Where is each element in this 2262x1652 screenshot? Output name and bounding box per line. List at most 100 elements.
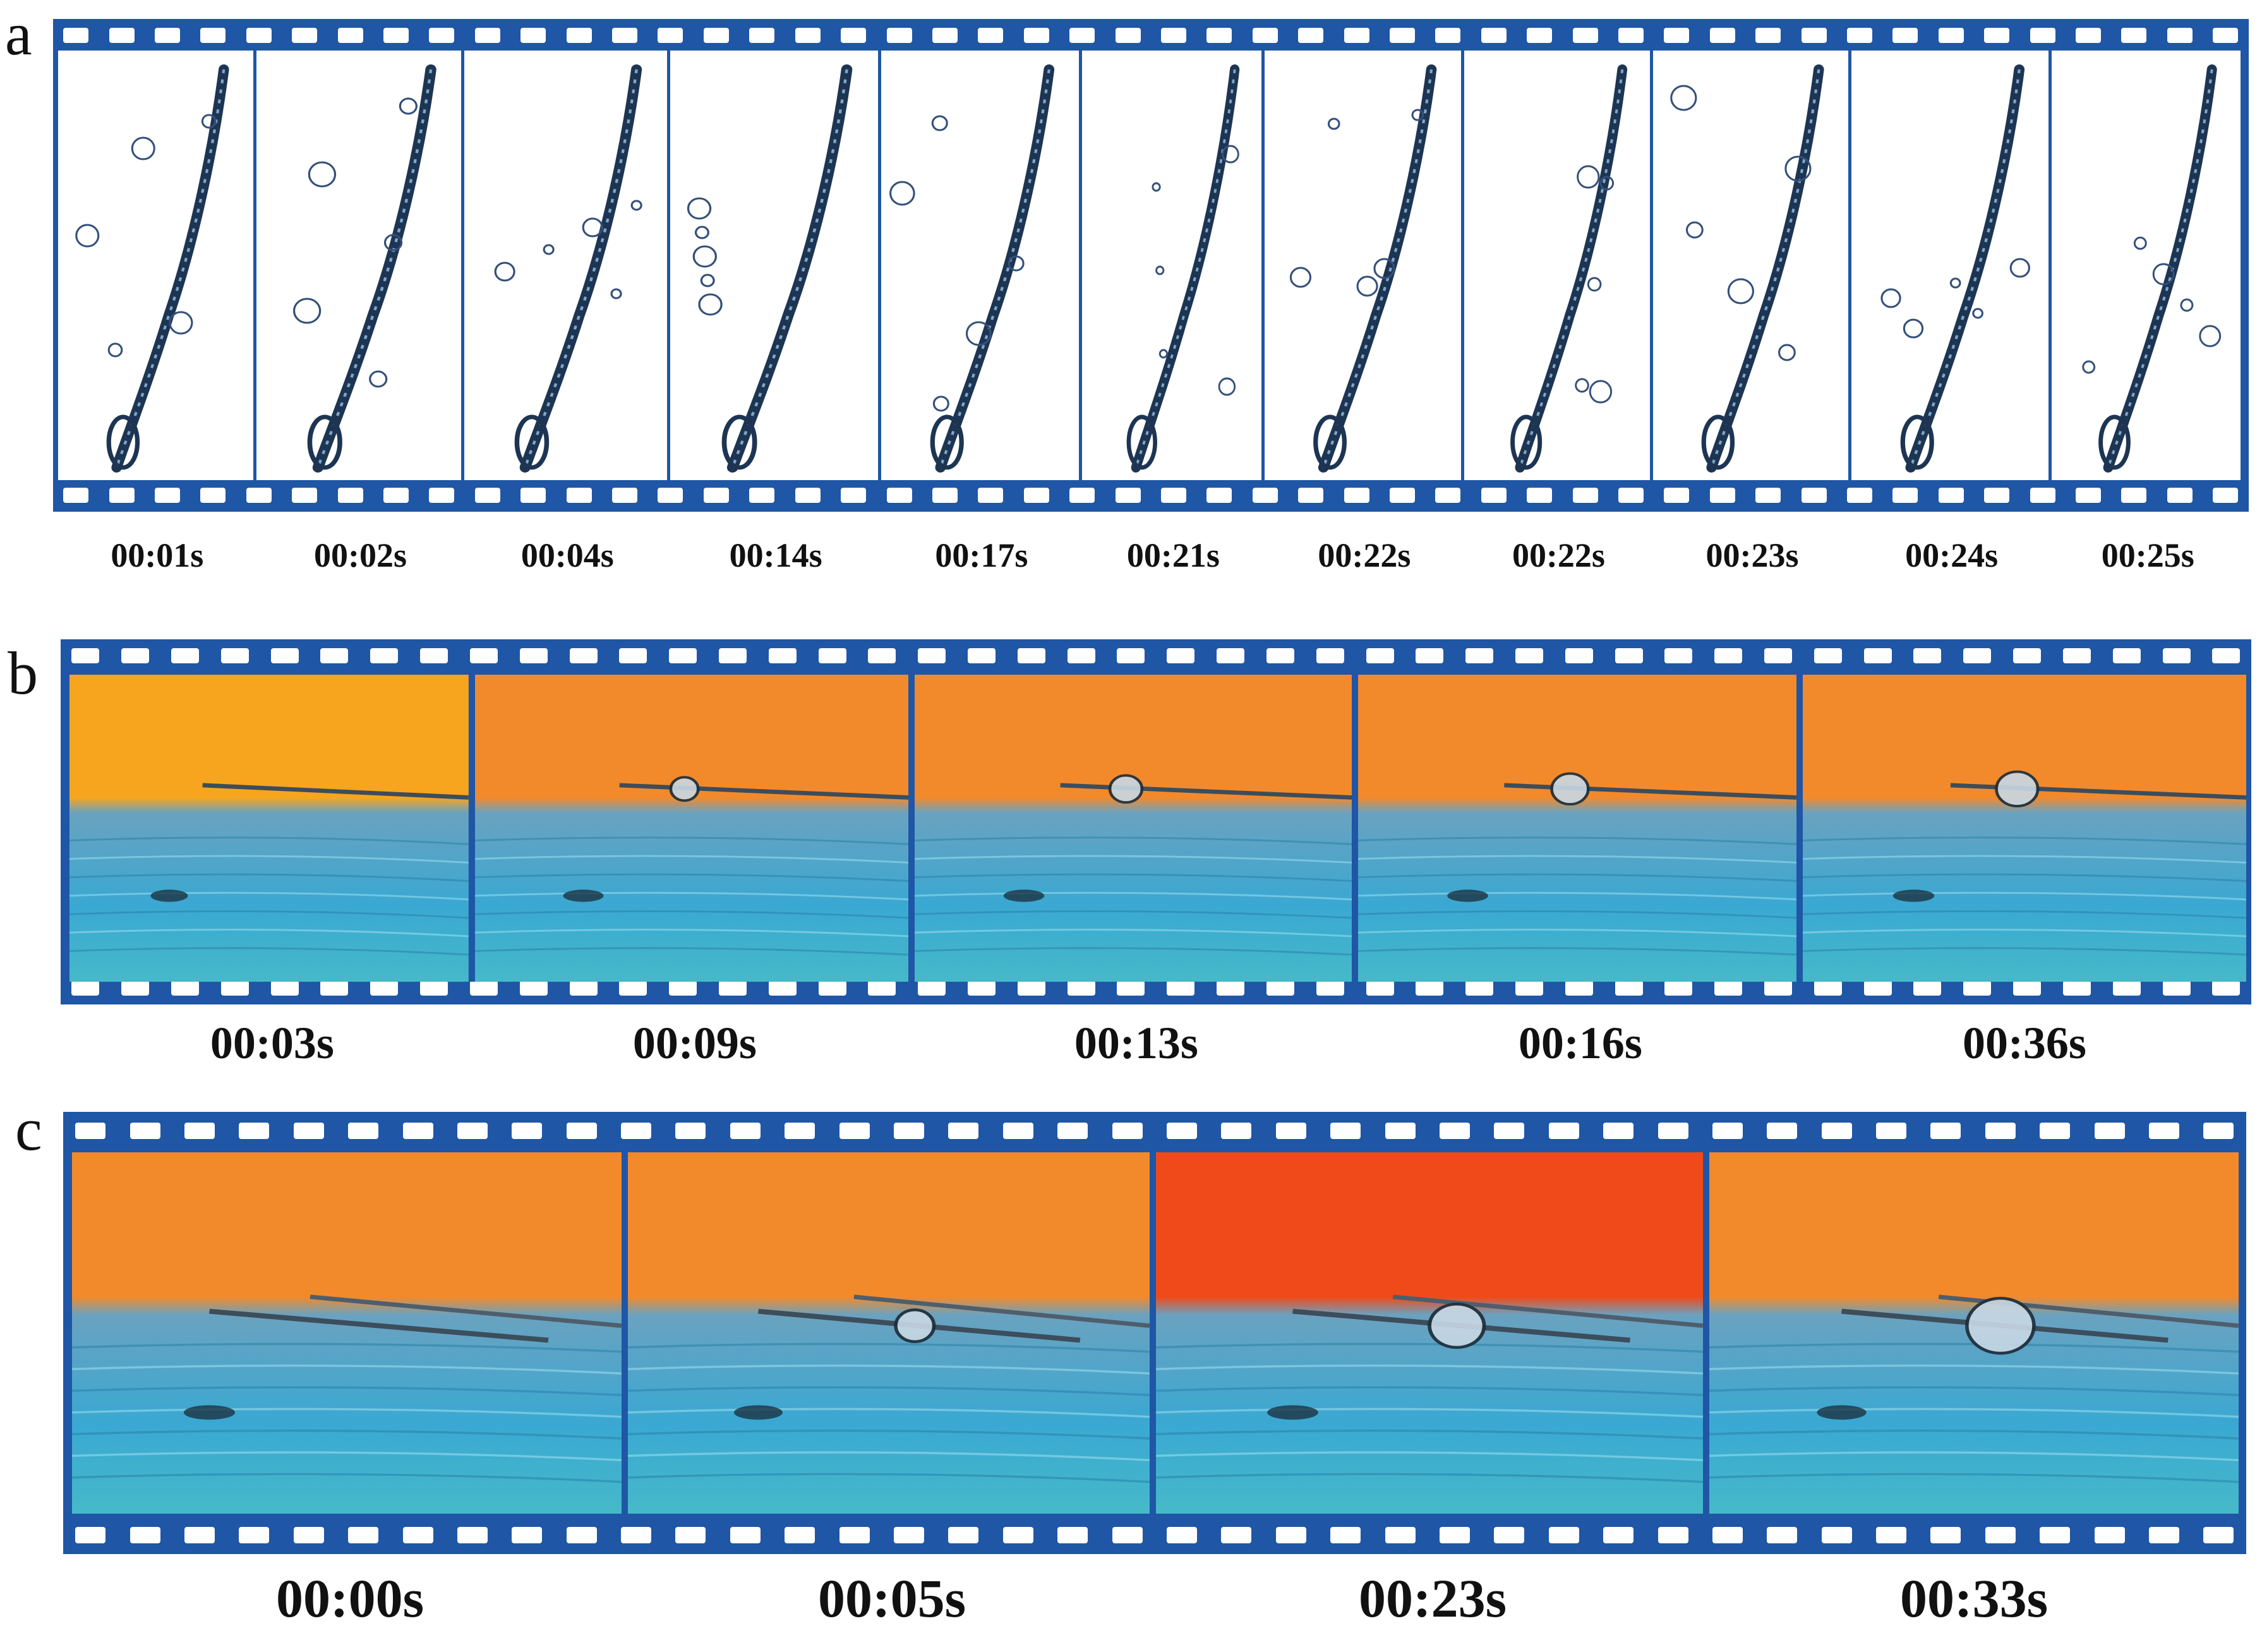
- sprocket-hole: [1017, 980, 1045, 996]
- sprocket-hole: [337, 488, 363, 503]
- sprocket-hole: [1465, 980, 1494, 996]
- sprocket-hole: [2167, 28, 2193, 43]
- frame-photo-image: [69, 675, 469, 982]
- sprocket-hole: [1814, 980, 1842, 996]
- sprocket-hole: [894, 1527, 925, 1543]
- panel-c-frames: [72, 1152, 2239, 1514]
- panel-a-filmstrip: [53, 19, 2249, 512]
- sprocket-hole: [569, 980, 598, 996]
- sprocket-hole: [1366, 648, 1394, 663]
- panel-b-top-sprockets: [61, 644, 2251, 667]
- sprocket-hole: [703, 488, 729, 503]
- panel-a-time-label: 00:01s: [111, 536, 204, 574]
- sprocket-hole: [519, 980, 548, 996]
- sprocket-hole: [1821, 1527, 1852, 1543]
- sprocket-hole: [1664, 488, 1690, 503]
- panel-b-time-label: 00:09s: [632, 1018, 757, 1068]
- sprocket-hole: [171, 648, 200, 663]
- sprocket-hole: [1985, 1123, 2016, 1139]
- sprocket-hole: [155, 488, 181, 503]
- sprocket-hole: [669, 980, 697, 996]
- sprocket-hole: [1344, 488, 1369, 503]
- sprocket-hole: [1023, 488, 1049, 503]
- frame-photo: [1709, 1152, 2239, 1514]
- sprocket-hole: [270, 648, 299, 663]
- sprocket-hole: [1657, 1527, 1688, 1543]
- sprocket-hole: [292, 28, 318, 43]
- sprocket-hole: [2013, 980, 2042, 996]
- panel-a-frame: [1081, 51, 1265, 480]
- sprocket-hole: [293, 1123, 324, 1139]
- panel-c-filmstrip: [63, 1112, 2246, 1554]
- panel-a-time-label: 00:25s: [2101, 536, 2194, 574]
- sprocket-hole: [1057, 1527, 1088, 1543]
- sprocket-hole: [184, 1123, 215, 1139]
- sprocket-hole: [1017, 648, 1045, 663]
- sprocket-hole: [1330, 1123, 1361, 1139]
- sprocket-hole: [1481, 28, 1507, 43]
- sprocket-hole: [2149, 1527, 2180, 1543]
- sprocket-hole: [1712, 1123, 1743, 1139]
- sprocket-hole: [1709, 28, 1735, 43]
- sprocket-hole: [1913, 980, 1942, 996]
- sprocket-hole: [841, 28, 867, 43]
- panel-a-frames: [58, 51, 2244, 480]
- panel-c-time-label: 00:00s: [275, 1568, 424, 1629]
- panel-b-time-label: 00:16s: [1518, 1018, 1642, 1068]
- sprocket-hole: [1515, 648, 1543, 663]
- sprocket-hole: [785, 1123, 815, 1139]
- sprocket-hole: [795, 488, 821, 503]
- sprocket-hole: [1002, 1527, 1033, 1543]
- sprocket-hole: [1615, 980, 1643, 996]
- sprocket-hole: [1938, 488, 1964, 503]
- sprocket-hole: [1160, 488, 1186, 503]
- sprocket-hole: [1913, 648, 1942, 663]
- sprocket-hole: [246, 28, 272, 43]
- sprocket-hole: [730, 1123, 761, 1139]
- sprocket-hole: [978, 28, 1004, 43]
- sprocket-hole: [658, 28, 683, 43]
- panel-a-time-labels: 00:01s 00:02s 00:04s 00:14s 00:17s 00:21s 00:2…: [58, 536, 2244, 586]
- sprocket-hole: [2213, 28, 2239, 43]
- sprocket-hole: [768, 648, 797, 663]
- frame-photo-image: [1802, 675, 2246, 982]
- sprocket-hole: [2203, 1123, 2234, 1139]
- sprocket-hole: [1206, 28, 1232, 43]
- spine-image: [1880, 64, 2030, 473]
- sprocket-hole: [71, 648, 100, 663]
- sprocket-hole: [1275, 1123, 1306, 1139]
- sprocket-hole: [619, 648, 647, 663]
- sprocket-hole: [2094, 1123, 2125, 1139]
- sprocket-hole: [220, 980, 249, 996]
- sprocket-hole: [894, 1123, 925, 1139]
- sprocket-hole: [1023, 28, 1049, 43]
- panel-c-time-label: 00:33s: [1899, 1568, 2048, 1629]
- sprocket-hole: [1435, 28, 1461, 43]
- panel-a-top-sprockets: [53, 23, 2249, 48]
- sprocket-hole: [918, 980, 946, 996]
- sprocket-hole: [1167, 648, 1195, 663]
- sprocket-hole: [2062, 980, 2091, 996]
- sprocket-hole: [420, 648, 448, 663]
- frame-photo: [69, 675, 475, 982]
- frame-photo: [1156, 1152, 1709, 1514]
- sprocket-hole: [566, 1123, 597, 1139]
- sprocket-hole: [2121, 488, 2147, 503]
- panel-a-frame: [2052, 51, 2244, 480]
- sprocket-hole: [1344, 28, 1369, 43]
- sprocket-hole: [1167, 1527, 1197, 1543]
- sprocket-hole: [839, 1527, 870, 1543]
- sprocket-hole: [1057, 1123, 1088, 1139]
- sprocket-hole: [220, 648, 249, 663]
- sprocket-hole: [1115, 28, 1141, 43]
- spine-image: [2082, 64, 2222, 473]
- sprocket-hole: [1221, 1527, 1252, 1543]
- sprocket-hole: [383, 28, 409, 43]
- sprocket-hole: [1615, 648, 1643, 663]
- sprocket-hole: [1439, 1123, 1470, 1139]
- panel-b-time-labels: 00:03s 00:09s 00:13s 00:16s 00:36s: [69, 1017, 2246, 1080]
- panel-a-frame: [1464, 51, 1654, 480]
- sprocket-hole: [818, 648, 846, 663]
- sprocket-hole: [1767, 1123, 1798, 1139]
- sprocket-hole: [2212, 648, 2241, 663]
